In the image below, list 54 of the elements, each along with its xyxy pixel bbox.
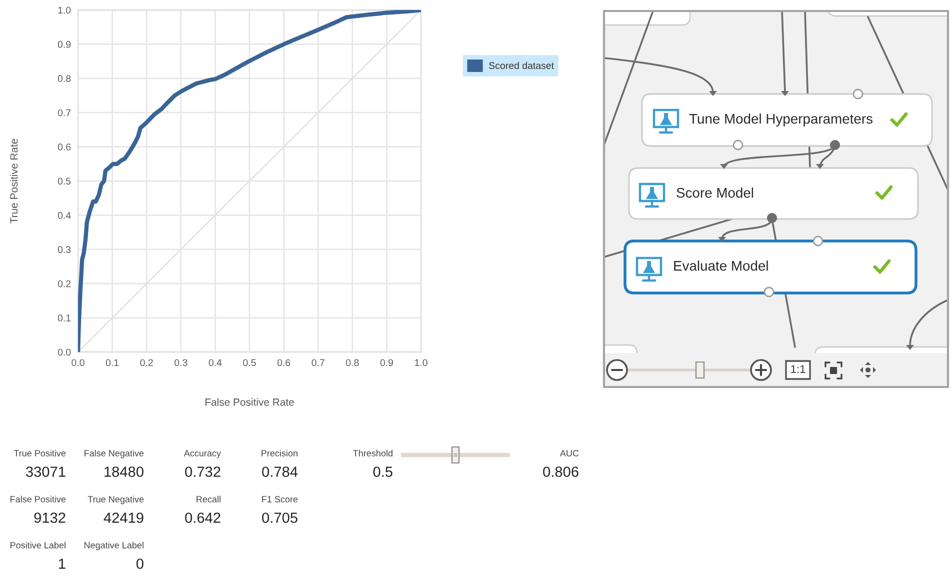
text: 0 — [136, 558, 144, 569]
text: 33071 — [26, 466, 66, 477]
text: 0.705 — [262, 512, 298, 523]
x-tick-label: 0.9 — [380, 359, 393, 366]
x-tick-label: 0.1 — [106, 359, 119, 366]
y-tick-label: 0.8 — [58, 75, 71, 82]
x-tick-label: 0.4 — [208, 359, 222, 366]
legend-label: Scored dataset — [489, 62, 554, 70]
x-tick-label: 0.6 — [277, 359, 290, 366]
text: Precision — [262, 450, 298, 456]
text: Negative Label — [84, 542, 144, 550]
text: AUC — [560, 450, 579, 456]
y-tick-label: 0.7 — [58, 109, 71, 116]
text: False Negative — [84, 450, 144, 458]
x-tick-label: 1.0 — [414, 359, 428, 366]
text: Score Model — [676, 188, 754, 198]
y-tick-label: 0.6 — [58, 144, 71, 150]
x-tick-label: 0.3 — [174, 359, 188, 366]
y-tick-label: 0.0 — [58, 348, 71, 356]
text: 9132 — [34, 512, 66, 523]
y-axis-title: True Positive Rate — [10, 138, 18, 224]
x-tick-label: 0.2 — [140, 359, 153, 366]
x-tick-label: 0.7 — [312, 359, 324, 366]
x-tick-label: 0.5 — [243, 359, 256, 366]
text: 0.5 — [373, 466, 392, 477]
text: 18480 — [104, 466, 144, 477]
text: True Negative — [88, 496, 144, 504]
x-axis-title: False Positive Rate — [205, 398, 294, 406]
text: 0.642 — [185, 512, 220, 523]
text: Positive Label — [10, 542, 66, 548]
text: Threshold — [353, 450, 392, 456]
text: Tune Model Hyperparameters — [689, 114, 872, 126]
text: 1 — [59, 558, 66, 569]
text: Evaluate Model — [674, 260, 768, 271]
text: F1 Score — [262, 496, 298, 502]
text: 0.732 — [185, 466, 220, 477]
y-tick-label: 0.2 — [58, 280, 71, 288]
text: 0.806 — [543, 466, 578, 477]
y-tick-label: 0.3 — [58, 246, 71, 254]
text: Accuracy — [184, 450, 221, 458]
text: 42419 — [104, 512, 144, 523]
x-tick-label: 0.0 — [72, 359, 84, 366]
y-tick-label: 0.5 — [58, 178, 71, 185]
y-tick-label: 1.0 — [58, 6, 71, 14]
y-tick-label: 0.4 — [58, 212, 71, 219]
text: 0.784 — [262, 466, 298, 477]
text: True Positive — [14, 450, 66, 456]
y-tick-label: 0.1 — [58, 314, 71, 322]
text: Recall — [196, 496, 220, 502]
text: False Positive — [10, 496, 66, 502]
text: 1:1 — [791, 365, 806, 373]
y-tick-label: 0.9 — [58, 40, 71, 48]
line-series — [78, 10, 421, 352]
x-tick-label: 0.8 — [346, 359, 359, 366]
